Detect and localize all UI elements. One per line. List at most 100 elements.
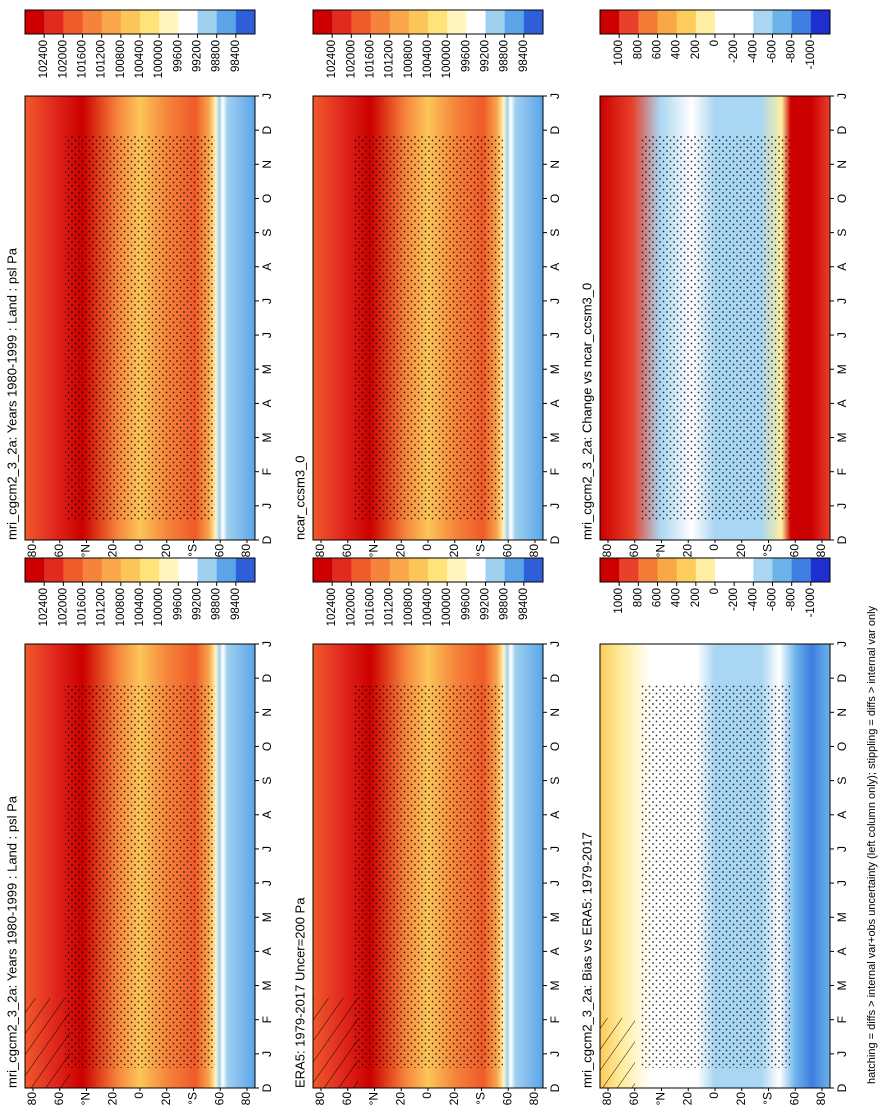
- colorbar-swatch: [523, 558, 544, 582]
- month-label: J: [260, 298, 274, 304]
- month-label: D: [260, 125, 274, 134]
- month-label: F: [260, 1016, 274, 1023]
- month-label: J: [835, 1051, 849, 1057]
- stippling: [353, 136, 503, 520]
- colorbar-swatch: [389, 558, 410, 582]
- month-label: J: [548, 846, 562, 852]
- lat-label: °S: [186, 1092, 200, 1105]
- colorbar-swatch: [523, 10, 544, 34]
- month-label: M: [835, 912, 849, 922]
- month-label: S: [548, 229, 562, 237]
- month-label: A: [260, 947, 274, 955]
- panel-title: mri_cgcm2_3_2a: Change vs ncar_ccsm3_0: [579, 283, 594, 540]
- month-label: A: [548, 263, 562, 271]
- colorbar-swatch: [25, 558, 45, 582]
- month-label: J: [835, 503, 849, 509]
- month-label: A: [548, 947, 562, 955]
- colorbar-label: 100400: [134, 40, 146, 78]
- colorbar-label: 99600: [460, 588, 472, 620]
- colorbar-swatch: [619, 558, 639, 582]
- colorbar-label: 101600: [365, 588, 377, 626]
- colorbar-swatch: [676, 558, 697, 582]
- panel-title: mri_cgcm2_3_2a: Years 1980-1999 : Land :…: [4, 247, 19, 540]
- colorbar-swatch: [216, 10, 237, 34]
- colorbar-swatch: [63, 10, 83, 34]
- lat-label: 80: [527, 1092, 541, 1106]
- colorbar-label: 101200: [96, 588, 108, 626]
- colorbar-label: 101200: [384, 588, 396, 626]
- colorbar-label: 102400: [326, 40, 338, 78]
- month-label: J: [260, 332, 274, 338]
- month-label: O: [548, 742, 562, 751]
- colorbar-swatch: [734, 558, 754, 582]
- lat-label: 20: [734, 544, 748, 558]
- colorbar-label: 98800: [211, 40, 223, 72]
- colorbar-swatch: [82, 10, 102, 34]
- colorbar-label: 102000: [57, 40, 69, 78]
- colorbar-label: -200: [728, 40, 740, 63]
- colorbar-label: 100400: [422, 588, 434, 626]
- colorbar-swatch: [120, 10, 141, 34]
- colorbar-label: -1000: [805, 588, 817, 617]
- lat-label: 60: [627, 1092, 641, 1106]
- month-label: N: [260, 160, 274, 169]
- colorbar-swatch: [235, 10, 256, 34]
- lat-label: 60: [787, 544, 801, 558]
- lat-label: 80: [25, 1092, 39, 1106]
- month-label: S: [835, 777, 849, 785]
- month-label: O: [260, 194, 274, 203]
- month-label: D: [835, 125, 849, 134]
- colorbar-label: 200: [690, 40, 702, 59]
- colorbar-swatch: [657, 10, 677, 34]
- month-label: M: [835, 364, 849, 374]
- month-label: A: [260, 811, 274, 819]
- panel-title: mri_cgcm2_3_2a: Bias vs ERA5: 1979-2017: [579, 832, 594, 1088]
- month-label: M: [835, 433, 849, 443]
- colorbar-label: -400: [747, 40, 759, 63]
- month-label: M: [260, 433, 274, 443]
- month-label: N: [260, 708, 274, 717]
- lat-label: 20: [680, 1092, 694, 1106]
- colorbar-swatch: [676, 10, 697, 34]
- colorbar-swatch: [810, 558, 831, 582]
- colorbar-label: 100800: [403, 588, 415, 626]
- colorbar-label: 1000: [613, 40, 625, 66]
- month-label: F: [835, 1016, 849, 1023]
- month-label: N: [835, 708, 849, 717]
- lat-label: °S: [186, 544, 200, 557]
- lat-label: 80: [527, 544, 541, 558]
- colorbar-swatch: [140, 10, 160, 34]
- colorbar-label: 98800: [499, 40, 511, 72]
- month-label: J: [548, 93, 562, 99]
- colorbar-swatch: [638, 558, 658, 582]
- month-label: D: [260, 673, 274, 682]
- month-label: M: [548, 433, 562, 443]
- lat-label: 60: [212, 544, 226, 558]
- colorbar-swatch: [600, 558, 620, 582]
- lat-label: 20: [447, 1092, 461, 1106]
- colorbar-swatch: [408, 558, 429, 582]
- month-label: M: [835, 981, 849, 991]
- colorbar-swatch: [447, 10, 467, 34]
- lat-label: °S: [474, 544, 488, 557]
- colorbar-label: 99200: [480, 40, 492, 72]
- colorbar-swatch: [772, 10, 792, 34]
- month-label: M: [548, 912, 562, 922]
- colorbar-swatch: [178, 558, 198, 582]
- lat-label: 60: [787, 1092, 801, 1106]
- month-label: S: [260, 229, 274, 237]
- month-label: D: [260, 1083, 274, 1092]
- colorbar-swatch: [313, 10, 333, 34]
- month-label: M: [260, 912, 274, 922]
- colorbar-label: 101600: [365, 40, 377, 78]
- month-label: J: [835, 880, 849, 886]
- month-label: D: [548, 1083, 562, 1092]
- lat-label: 80: [239, 544, 253, 558]
- month-label: O: [260, 742, 274, 751]
- colorbar-label: 102400: [38, 588, 50, 626]
- colorbar-swatch: [466, 10, 486, 34]
- month-label: D: [260, 535, 274, 544]
- lat-label: 60: [500, 544, 514, 558]
- colorbar-swatch: [408, 10, 429, 34]
- colorbar-swatch: [351, 558, 371, 582]
